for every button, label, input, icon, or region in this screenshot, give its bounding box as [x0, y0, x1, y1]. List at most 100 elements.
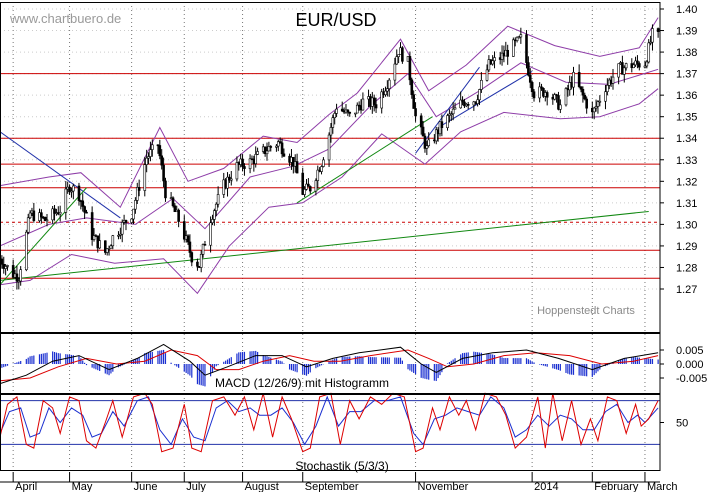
candle-body — [594, 106, 598, 109]
candle-body — [485, 69, 489, 81]
candle-body — [466, 104, 470, 106]
candle-body — [120, 222, 124, 235]
candle-body — [414, 108, 417, 117]
candle-body — [555, 94, 558, 96]
candle-body — [17, 280, 21, 283]
trendline-green — [0, 210, 649, 281]
candle-body — [51, 208, 54, 221]
candle-body — [412, 94, 415, 109]
candle-body — [19, 269, 22, 282]
candle-body — [85, 211, 88, 214]
candle-body — [606, 85, 609, 93]
candle-body — [592, 107, 596, 113]
candle-body — [355, 104, 359, 114]
trendline-blue — [0, 131, 121, 219]
candle-body — [320, 166, 323, 172]
candle-body — [186, 235, 190, 243]
candle-body — [427, 139, 431, 146]
candle-body — [282, 153, 286, 157]
candle-body — [203, 244, 207, 246]
candle-body — [638, 63, 641, 68]
candle-body — [525, 34, 528, 63]
candle-body — [461, 99, 464, 103]
candle-body — [0, 258, 4, 265]
candle-body — [58, 211, 62, 215]
candle-body — [72, 185, 75, 192]
price-tick-label: 1.34 — [676, 133, 697, 145]
candle-body — [423, 135, 427, 149]
candle-body — [182, 221, 186, 240]
candle-body — [316, 169, 320, 181]
candle-body — [397, 54, 400, 57]
candle-body — [410, 79, 414, 95]
candle-body — [211, 219, 214, 224]
bollinger-lower — [0, 88, 659, 295]
candle-body — [162, 164, 165, 182]
macd-label: MACD (12/26/9) mit Histogramm — [215, 376, 389, 390]
candle-body — [329, 127, 333, 136]
candle-body — [275, 145, 278, 148]
candle-body — [40, 212, 43, 218]
candle-body — [28, 212, 32, 219]
x-tick-label-may: May — [72, 481, 93, 492]
candle-body — [425, 145, 429, 149]
candle-body — [446, 115, 449, 129]
price-tick-label: 1.40 — [676, 4, 697, 16]
candle-body — [643, 65, 647, 68]
candle-body — [45, 219, 49, 222]
candle-body — [265, 150, 269, 155]
candle-body — [624, 63, 628, 69]
candle-body — [4, 266, 7, 269]
price-tick-label: 1.38 — [676, 47, 697, 59]
x-tick-label-july: July — [186, 481, 206, 492]
candle-body — [333, 113, 337, 119]
candle-body — [530, 82, 534, 93]
candle-body — [519, 34, 523, 38]
candle-body — [147, 156, 150, 159]
candle-body — [81, 200, 85, 207]
candle-body — [53, 208, 56, 214]
candle-body — [43, 216, 47, 222]
candle-body — [196, 261, 199, 267]
macd-line — [0, 343, 659, 385]
candle-body — [151, 144, 154, 150]
candle-body — [577, 72, 581, 87]
panel-frame-1 — [0, 2, 661, 333]
candle-body — [380, 91, 384, 109]
candle-body — [15, 273, 19, 282]
x-tick-label-2014: 2014 — [534, 481, 558, 492]
candle-body — [500, 52, 504, 60]
candle-body — [64, 188, 68, 213]
candle-body — [506, 49, 509, 57]
candle-body — [649, 41, 652, 44]
candle-body — [92, 235, 96, 240]
candle-body — [632, 64, 635, 69]
candle-body — [453, 107, 457, 110]
candle-body — [327, 134, 331, 161]
candle-body — [538, 86, 541, 99]
price-tick-label: 1.37 — [676, 69, 697, 81]
candle-body — [348, 111, 352, 114]
candle-body — [463, 101, 466, 107]
candle-body — [361, 98, 365, 111]
candle-body — [209, 222, 212, 246]
candle-body — [98, 240, 101, 249]
candle-body — [280, 142, 284, 155]
candle-body — [135, 187, 139, 201]
candle-body — [254, 154, 258, 164]
candle-body — [636, 60, 639, 64]
bollinger-upper — [0, 17, 659, 209]
candle-body — [248, 158, 252, 169]
candle-body — [512, 39, 515, 57]
candle-body — [434, 129, 438, 142]
candle-body — [553, 94, 557, 100]
candle-body — [171, 197, 175, 207]
candle-body — [164, 180, 167, 199]
candle-body — [103, 240, 107, 253]
candle-body — [596, 101, 600, 107]
candle-body — [645, 61, 649, 67]
candle-body — [199, 253, 203, 268]
candle-body — [213, 210, 216, 220]
candle-body — [480, 79, 483, 90]
candle-body — [177, 209, 180, 222]
